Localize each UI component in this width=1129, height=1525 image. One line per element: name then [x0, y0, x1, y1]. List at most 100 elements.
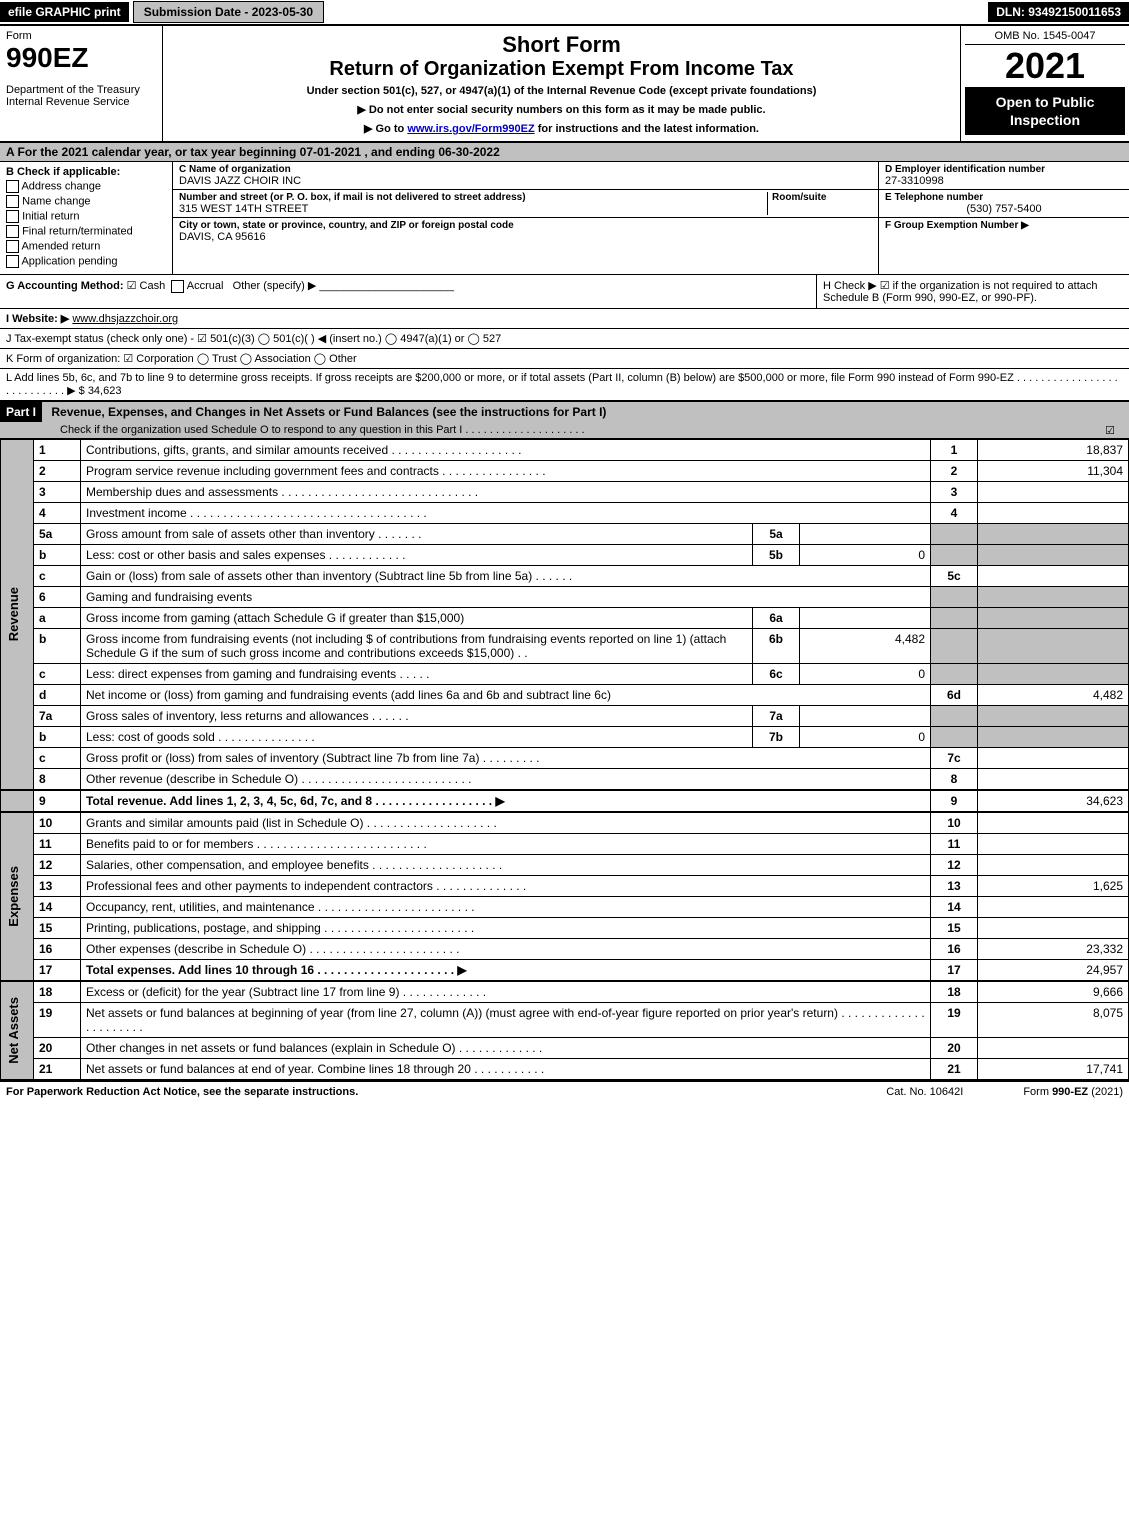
website-url[interactable]: www.dhsjazzchoir.org — [72, 313, 178, 325]
table-row: 5a Gross amount from sale of assets othe… — [1, 524, 1129, 545]
open-public-badge: Open to Public Inspection — [965, 87, 1125, 135]
row-k: K Form of organization: ☑ Corporation ◯ … — [0, 349, 1129, 369]
group-exempt-label: F Group Exemption Number ▶ — [885, 220, 1123, 231]
header-center: Short Form Return of Organization Exempt… — [163, 26, 960, 141]
form-label: Form — [6, 30, 156, 42]
table-row: d Net income or (loss) from gaming and f… — [1, 685, 1129, 706]
row-i: I Website: ▶ www.dhsjazzchoir.org — [0, 309, 1129, 329]
table-row: 4 Investment income . . . . . . . . . . … — [1, 503, 1129, 524]
g-accrual-check[interactable] — [171, 280, 184, 293]
box-c: C Name of organization DAVIS JAZZ CHOIR … — [173, 162, 878, 274]
chk-final[interactable] — [6, 225, 19, 238]
form-header: Form 990EZ Department of the Treasury In… — [0, 26, 1129, 143]
opt-final: Final return/terminated — [22, 225, 133, 237]
section-a: A For the 2021 calendar year, or tax yea… — [0, 143, 1129, 162]
opt-address: Address change — [21, 180, 101, 192]
page-footer: For Paperwork Reduction Act Notice, see … — [0, 1080, 1129, 1102]
line-amount: 18,837 — [978, 440, 1129, 461]
box-b: B Check if applicable: Address change Na… — [0, 162, 173, 274]
instr-2: ▶ Go to www.irs.gov/Form990EZ for instru… — [173, 122, 950, 135]
ein-value: 27-3310998 — [885, 175, 1123, 187]
box-d: D Employer identification number 27-3310… — [878, 162, 1129, 274]
g-label: G Accounting Method: — [6, 280, 124, 292]
table-row: 7a Gross sales of inventory, less return… — [1, 706, 1129, 727]
footer-center: Cat. No. 10642I — [886, 1086, 963, 1098]
i-label: I Website: ▶ — [6, 313, 69, 325]
table-row: 8 Other revenue (describe in Schedule O)… — [1, 769, 1129, 791]
chk-initial[interactable] — [6, 210, 19, 223]
submission-date: Submission Date - 2023-05-30 — [133, 1, 324, 23]
chk-address-change[interactable] — [6, 180, 19, 193]
table-row: b Less: cost of goods sold . . . . . . .… — [1, 727, 1129, 748]
phone-value: (530) 757-5400 — [885, 203, 1123, 215]
part1-title: Revenue, Expenses, and Changes in Net As… — [45, 405, 606, 419]
header-right: OMB No. 1545-0047 2021 Open to Public In… — [960, 26, 1129, 141]
chk-pending[interactable] — [6, 255, 19, 268]
part1-check[interactable]: ☑ — [1105, 424, 1115, 437]
part1-sub-text: Check if the organization used Schedule … — [60, 424, 585, 436]
part1-sub: Check if the organization used Schedule … — [0, 422, 1129, 438]
street-value: 315 WEST 14TH STREET — [179, 203, 767, 215]
table-row: b Gross income from fundraising events (… — [1, 629, 1129, 664]
phone-label: E Telephone number — [885, 192, 1123, 203]
room-label: Room/suite — [772, 192, 872, 203]
footer-right: Form 990-EZ (2021) — [1023, 1086, 1123, 1098]
row-g: G Accounting Method: ☑ Cash Accrual Othe… — [0, 275, 816, 308]
chk-name-change[interactable] — [6, 195, 19, 208]
org-name-label: C Name of organization — [179, 164, 872, 175]
top-bar: efile GRAPHIC print Submission Date - 20… — [0, 0, 1129, 26]
short-form-title: Short Form — [173, 32, 950, 58]
table-row: 21 Net assets or fund balances at end of… — [1, 1059, 1129, 1080]
footer-left: For Paperwork Reduction Act Notice, see … — [6, 1086, 358, 1098]
opt-initial: Initial return — [22, 210, 79, 222]
opt-pending: Application pending — [21, 255, 117, 267]
table-row: 9 Total revenue. Add lines 1, 2, 3, 4, 5… — [1, 790, 1129, 812]
header-left: Form 990EZ Department of the Treasury In… — [0, 26, 163, 141]
table-row: Revenue 1 Contributions, gifts, grants, … — [1, 440, 1129, 461]
table-row: 19 Net assets or fund balances at beginn… — [1, 1003, 1129, 1038]
g-accrual: Accrual — [187, 280, 224, 292]
dln-label: DLN: 93492150011653 — [988, 2, 1129, 22]
dept-label: Department of the Treasury — [6, 84, 156, 96]
table-row: 17 Total expenses. Add lines 10 through … — [1, 960, 1129, 982]
row-l: L Add lines 5b, 6c, and 7b to line 9 to … — [0, 369, 1129, 401]
table-row: 16 Other expenses (describe in Schedule … — [1, 939, 1129, 960]
instr2-post: for instructions and the latest informat… — [535, 123, 759, 135]
table-row: 14 Occupancy, rent, utilities, and maint… — [1, 897, 1129, 918]
return-title: Return of Organization Exempt From Incom… — [173, 58, 950, 81]
row-j: J Tax-exempt status (check only one) - ☑… — [0, 329, 1129, 349]
opt-name: Name change — [22, 195, 91, 207]
table-row: Net Assets 18 Excess or (deficit) for th… — [1, 981, 1129, 1003]
info-grid: B Check if applicable: Address change Na… — [0, 162, 1129, 275]
expenses-side-label: Expenses — [1, 812, 34, 981]
form-table: Revenue 1 Contributions, gifts, grants, … — [0, 439, 1129, 1080]
chk-amended[interactable] — [6, 240, 19, 253]
box-b-title: B Check if applicable: — [6, 166, 166, 178]
instr2-pre: ▶ Go to — [364, 123, 407, 135]
line-num: 1 — [34, 440, 81, 461]
table-row: 11 Benefits paid to or for members . . .… — [1, 834, 1129, 855]
irs-link[interactable]: www.irs.gov/Form990EZ — [407, 123, 534, 135]
table-row: 15 Printing, publications, postage, and … — [1, 918, 1129, 939]
row-h: H Check ▶ ☑ if the organization is not r… — [816, 275, 1129, 308]
irs-label: Internal Revenue Service — [6, 96, 156, 108]
row-g-h: G Accounting Method: ☑ Cash Accrual Othe… — [0, 275, 1129, 309]
part1-header: Part I Revenue, Expenses, and Changes in… — [0, 401, 1129, 439]
revenue-side-label: Revenue — [1, 440, 34, 791]
table-row: c Gross profit or (loss) from sales of i… — [1, 748, 1129, 769]
part1-label: Part I — [0, 402, 42, 422]
efile-label[interactable]: efile GRAPHIC print — [0, 2, 129, 22]
city-label: City or town, state or province, country… — [179, 220, 872, 231]
table-row: b Less: cost or other basis and sales ex… — [1, 545, 1129, 566]
line-box: 1 — [931, 440, 978, 461]
ein-label: D Employer identification number — [885, 164, 1123, 175]
table-row: 3 Membership dues and assessments . . . … — [1, 482, 1129, 503]
form-number: 990EZ — [6, 42, 156, 74]
table-row: 2 Program service revenue including gove… — [1, 461, 1129, 482]
line-desc: Contributions, gifts, grants, and simila… — [81, 440, 931, 461]
g-cash-check[interactable]: ☑ — [127, 280, 137, 292]
table-row: 12 Salaries, other compensation, and emp… — [1, 855, 1129, 876]
omb-number: OMB No. 1545-0047 — [965, 30, 1125, 45]
city-value: DAVIS, CA 95616 — [179, 231, 872, 243]
table-row: 20 Other changes in net assets or fund b… — [1, 1038, 1129, 1059]
